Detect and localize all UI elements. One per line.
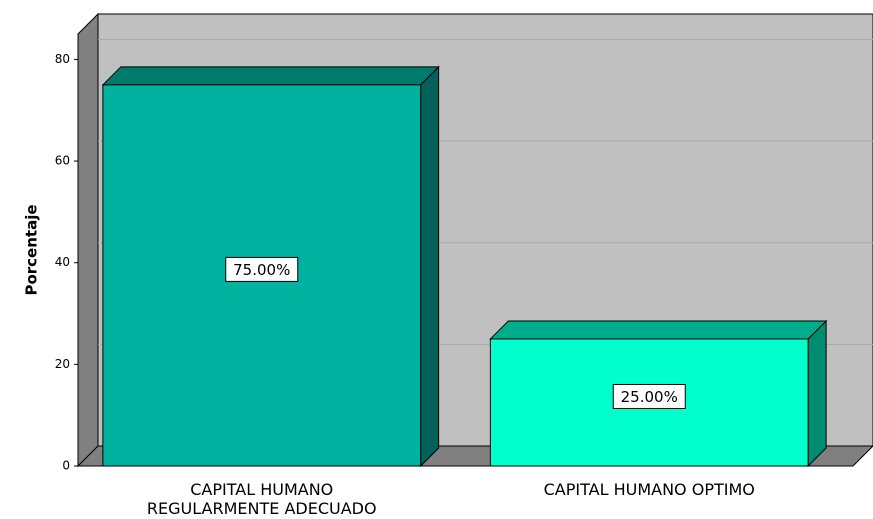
- value-label: 75.00%: [233, 261, 290, 279]
- value-label: 25.00%: [621, 388, 678, 406]
- bar-top: [101, 66, 440, 86]
- bar-top: [489, 320, 828, 340]
- y-tick-label: 0: [62, 459, 70, 473]
- bar-side: [807, 319, 827, 468]
- y-tick-label: 20: [55, 357, 70, 371]
- y-axis-label: Porcentaje: [23, 204, 41, 295]
- y-tick-label: 80: [55, 52, 70, 66]
- left-wall: [77, 12, 99, 468]
- bar-side: [420, 65, 440, 468]
- value-label-box: [225, 256, 299, 282]
- y-tick-label: 60: [55, 154, 70, 168]
- value-label-box: [612, 383, 686, 409]
- x-tick-label: CAPITAL HUMANO OPTIMO: [544, 480, 755, 499]
- x-tick-label: CAPITAL HUMANO REGULARMENTE ADECUADO: [147, 480, 377, 518]
- y-tick-label: 40: [55, 255, 70, 269]
